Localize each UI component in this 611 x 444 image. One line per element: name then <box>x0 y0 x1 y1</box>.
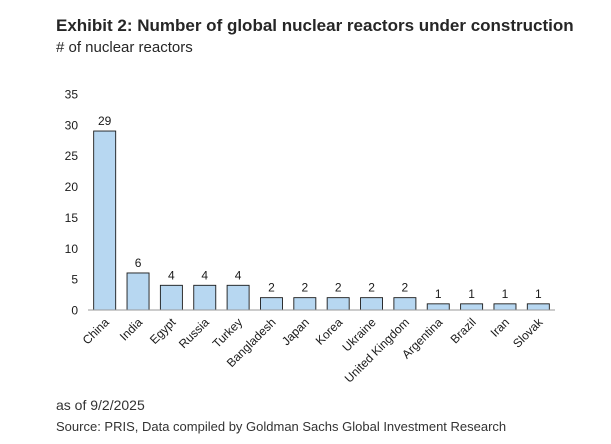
value-label: 2 <box>268 281 275 295</box>
bar-egypt <box>159 284 183 311</box>
y-tick-label: 15 <box>65 211 79 225</box>
y-tick-label: 5 <box>71 273 78 287</box>
bar-slovak <box>526 303 550 311</box>
value-label: 4 <box>201 268 208 282</box>
x-tick-label: India <box>117 315 146 344</box>
bar-japan <box>293 297 317 311</box>
y-axis: 0 5 10 15 20 25 30 35 <box>65 88 79 318</box>
value-label: 1 <box>502 287 509 301</box>
y-tick-label: 0 <box>71 304 78 318</box>
bar-china <box>93 130 117 311</box>
value-label: 2 <box>368 281 375 295</box>
x-tick-label: Russia <box>176 315 212 351</box>
bar-korea <box>326 297 350 311</box>
bar-ukraine <box>360 297 383 311</box>
bar-russia <box>193 284 217 311</box>
value-label: 2 <box>335 281 342 295</box>
bar-brazil <box>460 303 484 311</box>
value-label: 1 <box>535 287 542 301</box>
x-tick-label: Brazil <box>448 315 479 346</box>
as-of-date: as of 9/2/2025 <box>56 397 145 413</box>
value-labels: 29 6 4 4 4 2 2 2 2 2 1 1 1 1 <box>98 114 542 301</box>
x-tick-label: Iran <box>488 315 513 340</box>
bar-iran <box>493 303 517 311</box>
value-label: 1 <box>468 287 475 301</box>
chart-title: Exhibit 2: Number of global nuclear reac… <box>56 16 574 35</box>
bar-bangladesh <box>260 297 283 311</box>
y-tick-label: 25 <box>65 149 79 163</box>
value-label: 29 <box>98 114 112 128</box>
x-tick-label: Egypt <box>147 315 179 347</box>
bar-india <box>126 272 150 311</box>
value-label: 6 <box>135 256 142 270</box>
bar-argentina <box>426 303 450 311</box>
bars <box>93 130 550 311</box>
bar-turkey <box>226 284 250 311</box>
value-label: 4 <box>235 268 242 282</box>
source-note: Source: PRIS, Data compiled by Goldman S… <box>56 419 507 434</box>
bar-united-kingdom <box>393 297 417 311</box>
x-tick-label: Japan <box>279 315 312 348</box>
value-label: 4 <box>168 268 175 282</box>
y-tick-label: 35 <box>65 88 79 102</box>
chart-subtitle: # of nuclear reactors <box>56 39 193 56</box>
y-tick-label: 30 <box>65 118 79 132</box>
value-label: 2 <box>301 281 308 295</box>
value-label: 1 <box>435 287 442 301</box>
value-label: 2 <box>402 281 409 295</box>
x-tick-label: Slovak <box>510 315 546 351</box>
y-tick-label: 20 <box>65 180 79 194</box>
y-tick-label: 10 <box>65 242 79 256</box>
x-tick-label: China <box>80 315 112 347</box>
